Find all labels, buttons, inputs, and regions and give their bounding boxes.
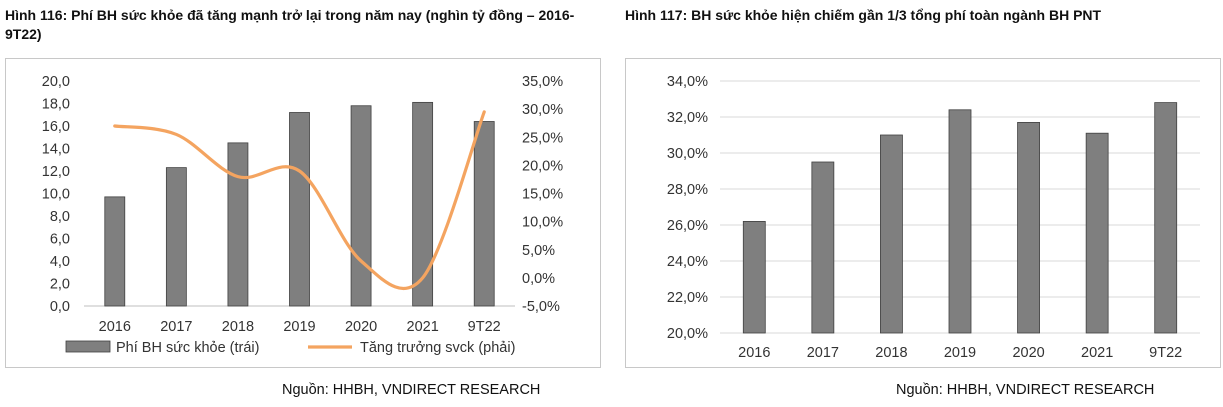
y-tick-label: 24,0% xyxy=(667,254,708,270)
bar xyxy=(880,134,903,334)
y2-tick-label: 5,0% xyxy=(522,243,555,259)
bar xyxy=(948,109,972,334)
figure-title: Hình 117: BH sức khỏe hiện chiếm gần 1/3… xyxy=(625,7,1102,23)
bar xyxy=(1085,132,1109,334)
y-tick-label: 34,0% xyxy=(667,74,708,90)
x-tick-label: 2016 xyxy=(99,319,131,335)
x-tick-label: 2020 xyxy=(1012,345,1044,361)
bar xyxy=(350,105,372,307)
y-tick-label: 4,0 xyxy=(50,254,70,270)
y2-tick-label: 0,0% xyxy=(522,271,555,287)
x-tick-label: 2016 xyxy=(738,345,770,361)
y2-tick-label: 15,0% xyxy=(522,187,563,203)
y-tick-label: 18,0 xyxy=(42,97,70,113)
x-tick-label: 2018 xyxy=(222,319,254,335)
y-tick-label: 16,0 xyxy=(42,119,70,135)
y2-tick-label: 35,0% xyxy=(522,74,563,90)
legend-label: Tăng trưởng svck (phải) xyxy=(360,340,515,356)
y-tick-label: 30,0% xyxy=(667,146,708,162)
x-tick-label: 2019 xyxy=(944,345,976,361)
y-tick-label: 6,0 xyxy=(50,232,70,248)
bar xyxy=(412,101,434,307)
bar-chart: 20,0% 22,0% 24,0% 26,0% 28,0% 30,0% 32,0% 34,0%… xyxy=(667,74,1200,361)
x-tick-label: 2019 xyxy=(283,319,315,335)
x-tick-label: 2021 xyxy=(1081,345,1113,361)
y-tick-label: 2,0 xyxy=(50,277,70,293)
figure-title: Hình 116: Phí BH sức khỏe đã tăng mạnh t… xyxy=(5,7,575,42)
bar xyxy=(742,220,766,334)
bar xyxy=(104,196,126,307)
x-tick-label: 2017 xyxy=(160,319,192,335)
figure-116: Hình 116: Phí BH sức khỏe đã tăng mạnh t… xyxy=(0,0,605,407)
y-tick-label: 10,0 xyxy=(42,187,70,203)
y2-tick-label: 10,0% xyxy=(522,215,563,231)
bar xyxy=(1017,122,1040,334)
y-tick-label: 8,0 xyxy=(50,209,70,225)
y2-tick-label: 25,0% xyxy=(522,130,563,146)
figure-117: Hình 117: BH sức khỏe hiện chiếm gần 1/3… xyxy=(620,0,1223,407)
legend-label: Phí BH sức khỏe (trái) xyxy=(116,340,259,356)
bar xyxy=(811,161,835,334)
y-tick-label: 20,0 xyxy=(42,74,70,90)
y-tick-label: 0,0 xyxy=(50,299,70,315)
y-tick-label: 22,0% xyxy=(667,290,708,306)
x-tick-label: 2018 xyxy=(875,345,907,361)
bar xyxy=(227,142,249,307)
y2-tick-label: 20,0% xyxy=(522,158,563,174)
y-tick-label: 32,0% xyxy=(667,110,708,126)
bar xyxy=(165,167,187,307)
y-tick-label: 14,0 xyxy=(42,142,70,158)
chart-frame xyxy=(625,58,1221,368)
x-tick-label: 2020 xyxy=(345,319,377,335)
x-tick-label: 2017 xyxy=(807,345,839,361)
y-tick-label: 12,0 xyxy=(42,164,70,180)
source-note: Nguồn: HHBH, VNDIRECT RESEARCH xyxy=(282,382,541,398)
legend-bar-swatch xyxy=(65,340,111,353)
y2-tick-label: 30,0% xyxy=(522,102,563,118)
bar xyxy=(473,121,495,307)
x-tick-label: 2021 xyxy=(407,319,439,335)
y-tick-label: 28,0% xyxy=(667,182,708,198)
growth-line xyxy=(113,110,486,291)
bar-line-chart: 0,0 2,0 4,0 6,0 8,0 10,0 12,0 14,0 16,0 18,0 20,0 -… xyxy=(42,74,563,356)
x-tick-label: 9T22 xyxy=(1149,345,1182,361)
x-tick-label: 9T22 xyxy=(468,319,501,335)
y-tick-label: 26,0% xyxy=(667,218,708,234)
y2-tick-label: -5,0% xyxy=(522,299,560,315)
source-note: Nguồn: HHBH, VNDIRECT RESEARCH xyxy=(896,382,1155,398)
y-tick-label: 20,0% xyxy=(667,326,708,342)
bar xyxy=(289,112,310,307)
bar xyxy=(1154,102,1178,334)
